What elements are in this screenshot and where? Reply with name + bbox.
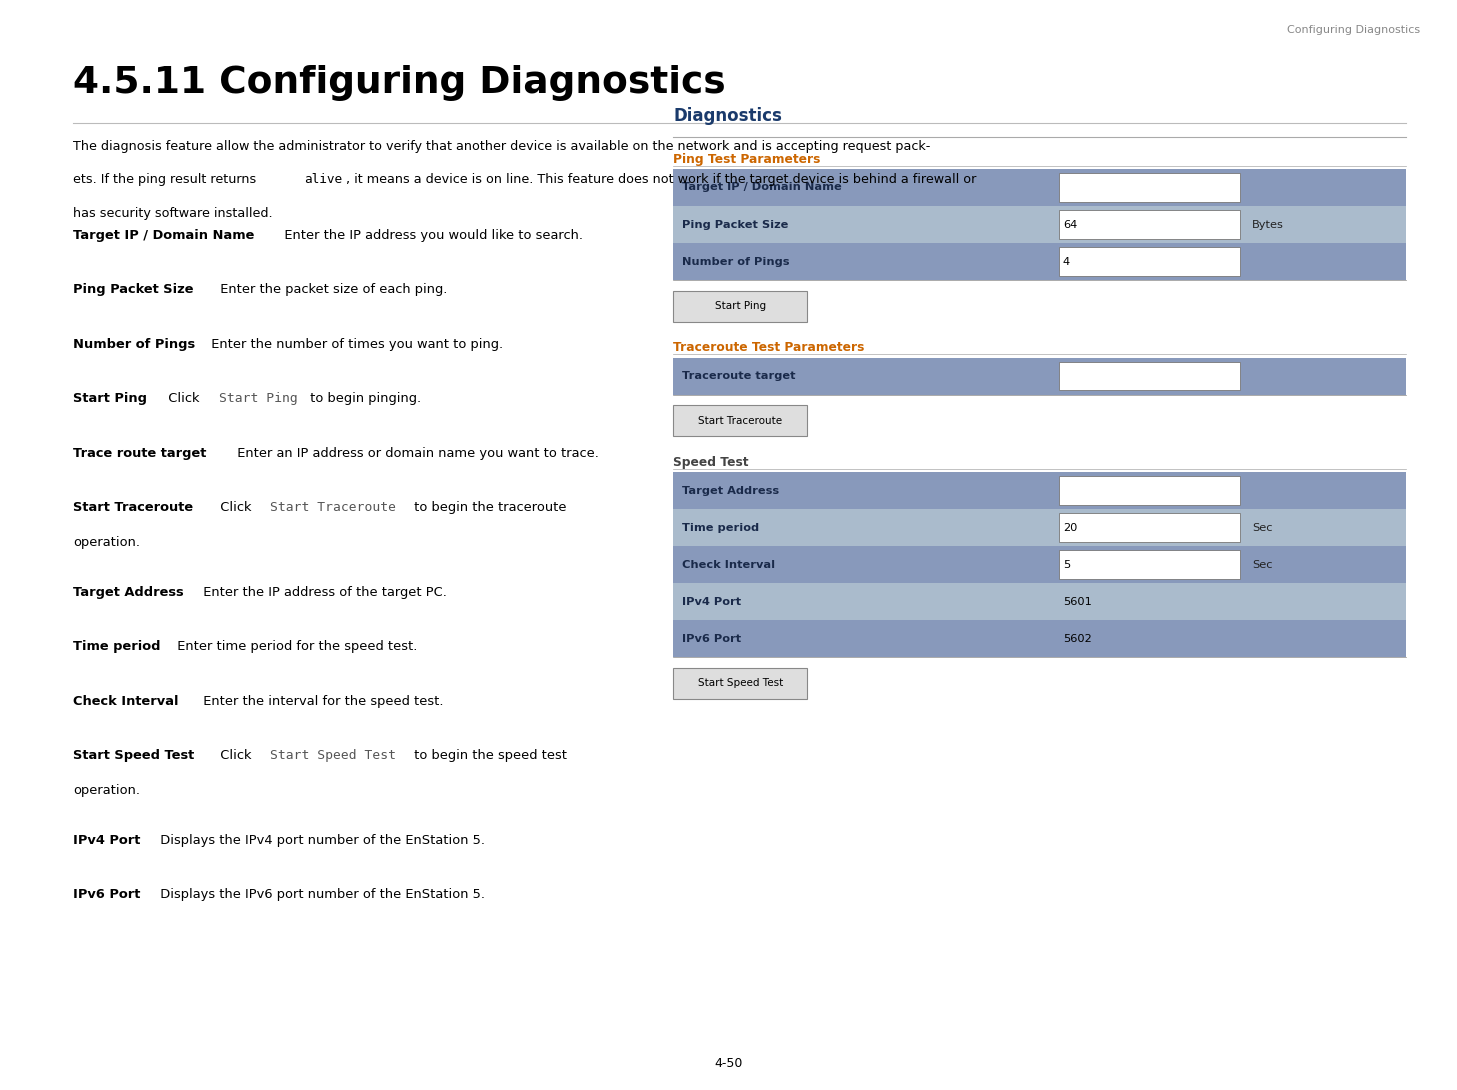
Text: Enter time period for the speed test.: Enter time period for the speed test. [169,641,417,653]
Text: Ping Test Parameters: Ping Test Parameters [673,153,820,166]
Text: has security software installed.: has security software installed. [73,207,272,220]
Text: Start Speed Test: Start Speed Test [270,750,396,762]
Bar [1059,362,1240,390]
Text: Target IP / Domain Name: Target IP / Domain Name [73,229,254,242]
Text: Start Ping: Start Ping [714,301,766,312]
Bar [1059,173,1240,202]
Text: to begin the speed test: to begin the speed test [409,750,567,762]
Text: Click: Click [160,392,204,405]
Bar [673,169,1406,206]
Text: Enter the packet size of each ping.: Enter the packet size of each ping. [211,283,447,296]
Text: to begin the traceroute: to begin the traceroute [409,501,567,514]
Bar [673,620,1406,657]
Text: Start Ping: Start Ping [73,392,147,405]
Text: Bytes: Bytes [1252,219,1284,230]
Bar [673,472,1406,509]
Text: Sec: Sec [1252,559,1272,570]
Text: operation.: operation. [73,785,140,797]
Text: operation.: operation. [73,536,140,549]
Text: Start Ping: Start Ping [219,392,297,405]
Text: , it means a device is on line. This feature does not work if the target device : , it means a device is on line. This fea… [345,173,976,186]
Bar [1059,550,1240,579]
Text: ets. If the ping result returns: ets. If the ping result returns [73,173,261,186]
Bar [673,583,1406,620]
Text: Traceroute target: Traceroute target [682,371,796,382]
Bar [673,206,1406,243]
Text: IPv4 Port: IPv4 Port [682,596,742,607]
Text: Target Address: Target Address [682,485,779,496]
Bar [673,546,1406,583]
Text: 64: 64 [1064,219,1077,230]
Text: Displays the IPv4 port number of the EnStation 5.: Displays the IPv4 port number of the EnS… [152,834,485,847]
Bar [1059,476,1240,505]
Text: Start Traceroute: Start Traceroute [270,501,396,514]
Text: to begin pinging.: to begin pinging. [306,392,421,405]
FancyBboxPatch shape [673,291,807,322]
Bar [1059,210,1240,239]
Text: Traceroute Test Parameters: Traceroute Test Parameters [673,341,864,354]
FancyBboxPatch shape [673,668,807,699]
Text: Target Address: Target Address [73,586,184,598]
Bar [1059,513,1240,542]
Text: Speed Test: Speed Test [673,456,749,469]
Text: Ping Packet Size: Ping Packet Size [73,283,194,296]
Bar [1059,247,1240,276]
Text: Click: Click [211,501,255,514]
Text: Check Interval: Check Interval [682,559,775,570]
Text: Start Speed Test: Start Speed Test [698,678,782,689]
Text: Enter the number of times you want to ping.: Enter the number of times you want to pi… [204,338,503,351]
Text: Enter the interval for the speed test.: Enter the interval for the speed test. [195,695,443,707]
Text: Ping Packet Size: Ping Packet Size [682,219,788,230]
Text: Configuring Diagnostics: Configuring Diagnostics [1288,25,1421,35]
Text: Diagnostics: Diagnostics [673,107,782,125]
Text: 5601: 5601 [1064,596,1091,607]
Bar [673,358,1406,395]
FancyBboxPatch shape [673,405,807,436]
Text: 5: 5 [1064,559,1071,570]
Text: 4: 4 [1064,256,1069,267]
Text: IPv4 Port: IPv4 Port [73,834,140,847]
Text: Start Traceroute: Start Traceroute [698,415,782,426]
Text: alive: alive [303,173,342,186]
Text: 5602: 5602 [1064,633,1091,644]
Bar [673,243,1406,280]
Text: IPv6 Port: IPv6 Port [682,633,742,644]
Text: IPv6 Port: IPv6 Port [73,888,140,901]
Text: The diagnosis feature allow the administrator to verify that another device is a: The diagnosis feature allow the administ… [73,140,930,153]
Text: 4-50: 4-50 [714,1057,743,1070]
Text: Start Speed Test: Start Speed Test [73,750,194,762]
Text: Click: Click [211,750,255,762]
Text: 20: 20 [1064,522,1077,533]
Text: 4.5.11 Configuring Diagnostics: 4.5.11 Configuring Diagnostics [73,65,726,101]
Text: Time period: Time period [73,641,160,653]
Text: Number of Pings: Number of Pings [682,256,790,267]
Text: Time period: Time period [682,522,759,533]
Text: Target IP / Domain Name: Target IP / Domain Name [682,182,842,193]
Text: Number of Pings: Number of Pings [73,338,195,351]
Text: Enter the IP address you would like to search.: Enter the IP address you would like to s… [272,229,583,242]
Text: Sec: Sec [1252,522,1272,533]
Text: Enter the IP address of the target PC.: Enter the IP address of the target PC. [195,586,446,598]
Bar [673,509,1406,546]
Text: Enter an IP address or domain name you want to trace.: Enter an IP address or domain name you w… [229,447,599,460]
Text: Displays the IPv6 port number of the EnStation 5.: Displays the IPv6 port number of the EnS… [152,888,485,901]
Text: Start Traceroute: Start Traceroute [73,501,192,514]
Text: Check Interval: Check Interval [73,695,178,707]
Text: Trace route target: Trace route target [73,447,207,460]
